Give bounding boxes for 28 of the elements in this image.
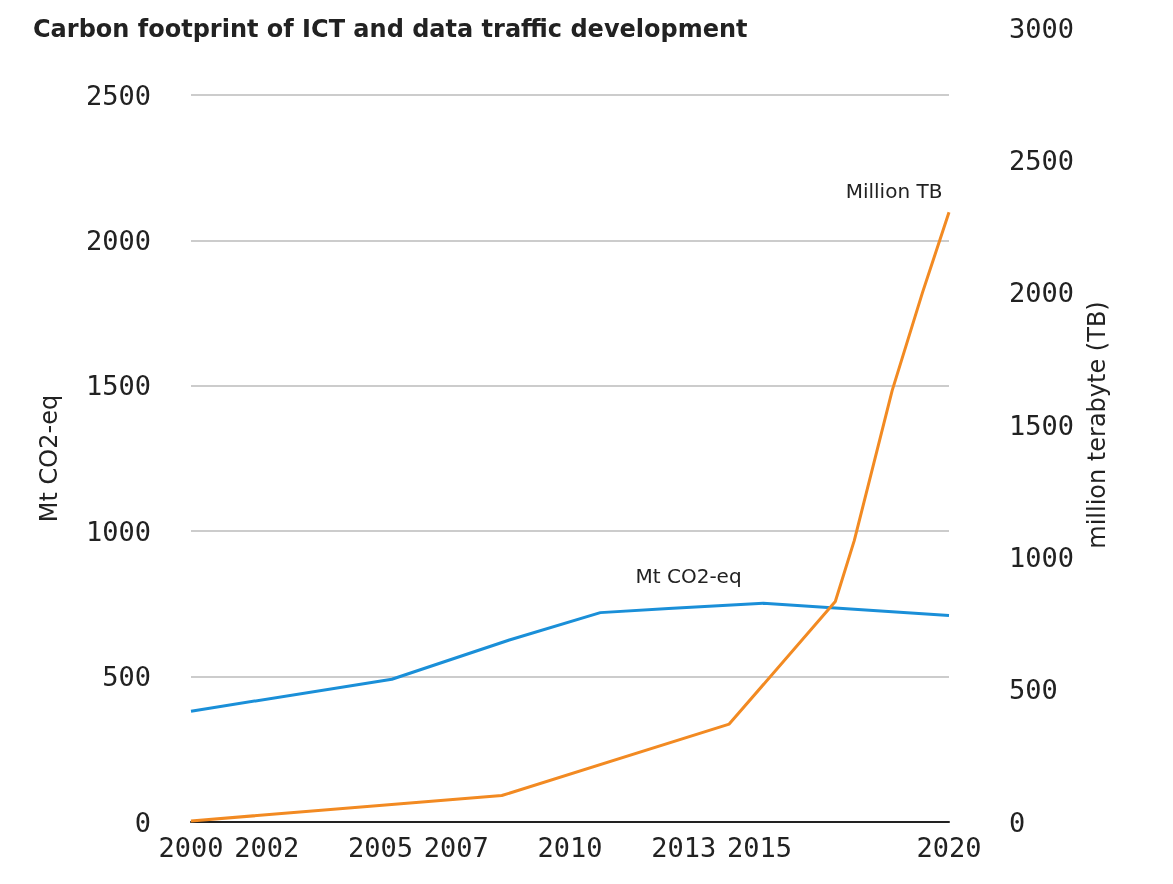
y-axis-title: Mt CO2-eq — [35, 394, 63, 523]
y2-axis-title: million terabyte (TB) — [1082, 301, 1111, 549]
x-tick-label: 2020 — [916, 832, 982, 863]
y2-tick-label: 3000 — [1009, 12, 1075, 44]
y-tick-label: 500 — [102, 661, 151, 693]
series-label: Million TB — [845, 179, 943, 204]
y-tick-label: 0 — [134, 806, 151, 838]
x-tick-label: 2015 — [726, 832, 793, 863]
y-tick-label: 2500 — [85, 79, 151, 111]
y2-tick-label: 2500 — [1009, 144, 1075, 176]
line-series — [189, 210, 951, 823]
y-tick-label: 2000 — [85, 224, 151, 256]
x-tick-label: 2010 — [537, 832, 603, 863]
y-tick-label: 1000 — [85, 515, 151, 547]
line-series — [189, 601, 951, 713]
y-tick-label: 1500 — [85, 370, 151, 402]
y2-tick-label: 2000 — [1009, 277, 1075, 309]
x-tick-label: 2000 — [158, 832, 224, 863]
series-label: Mt CO2-eq — [635, 563, 742, 588]
chart-title: Carbon footprint of ICT and data traffic development — [33, 15, 748, 43]
y2-tick-label: 500 — [1009, 674, 1058, 706]
y2-tick-label: 1000 — [1009, 541, 1075, 573]
y2-tick-label: 1500 — [1009, 409, 1075, 441]
x-tick-label: 2002 — [234, 832, 300, 863]
x-tick-label: 2005 — [347, 832, 414, 863]
y2-tick-label: 0 — [1009, 806, 1026, 838]
x-tick-label: 2007 — [423, 832, 489, 863]
x-tick-label: 2013 — [651, 832, 717, 863]
